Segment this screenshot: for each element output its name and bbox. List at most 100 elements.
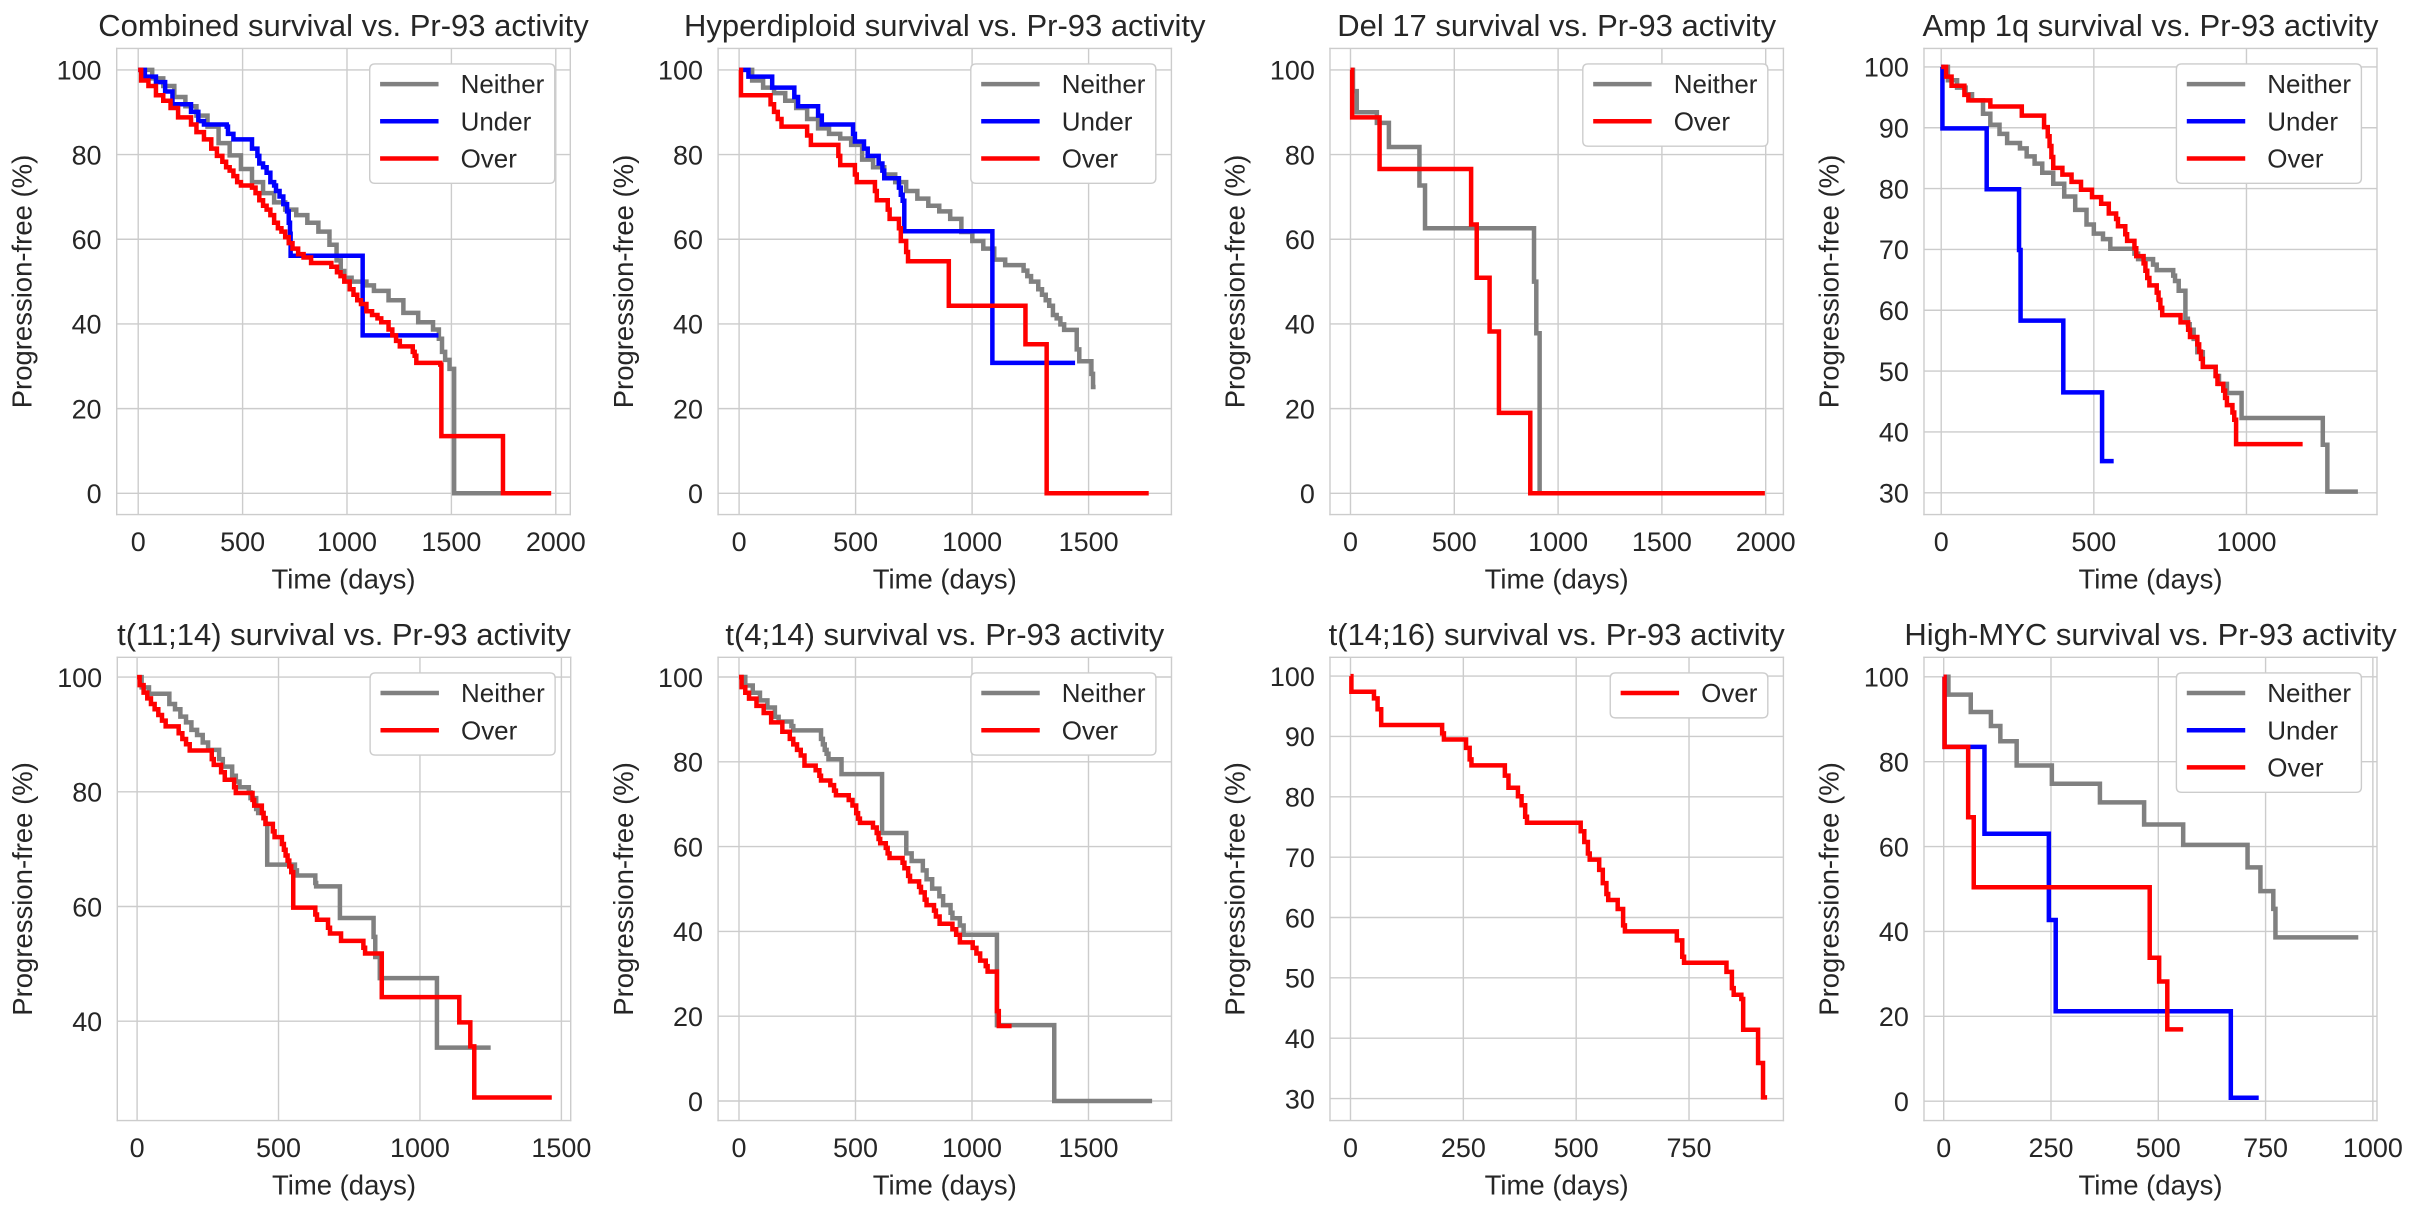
- svg-text:Neither: Neither: [1062, 678, 1146, 708]
- svg-text:Progression-free (%): Progression-free (%): [1814, 762, 1845, 1016]
- svg-text:Time (days): Time (days): [2078, 564, 2222, 595]
- svg-text:30: 30: [1285, 1084, 1315, 1114]
- svg-text:Hyperdiploid survival vs. Pr-9: Hyperdiploid survival vs. Pr-93 activity: [684, 8, 1206, 43]
- svg-text:500: 500: [1432, 527, 1477, 557]
- svg-text:100: 100: [1864, 663, 1909, 693]
- svg-text:500: 500: [833, 1133, 878, 1163]
- svg-text:0: 0: [688, 1087, 703, 1117]
- svg-text:60: 60: [673, 225, 703, 255]
- svg-text:Progression-free (%): Progression-free (%): [608, 762, 639, 1016]
- svg-text:Under: Under: [2267, 715, 2338, 745]
- svg-text:t(14;16) survival vs. Pr-93 ac: t(14;16) survival vs. Pr-93 activity: [1329, 617, 1786, 652]
- svg-text:Neither: Neither: [1062, 69, 1146, 99]
- svg-text:60: 60: [1879, 832, 1909, 862]
- svg-text:1500: 1500: [531, 1133, 591, 1163]
- svg-text:Neither: Neither: [1674, 69, 1758, 99]
- svg-text:40: 40: [1879, 917, 1909, 947]
- svg-text:80: 80: [1285, 140, 1315, 170]
- svg-text:0: 0: [1936, 1133, 1951, 1163]
- svg-text:100: 100: [658, 663, 703, 693]
- svg-text:Progression-free (%): Progression-free (%): [1814, 155, 1845, 409]
- svg-text:Time (days): Time (days): [873, 564, 1017, 595]
- svg-text:0: 0: [732, 527, 747, 557]
- svg-text:Progression-free (%): Progression-free (%): [1220, 155, 1251, 409]
- svg-text:60: 60: [1285, 903, 1315, 933]
- svg-text:0: 0: [131, 527, 146, 557]
- svg-text:0: 0: [130, 1133, 145, 1163]
- svg-text:2000: 2000: [526, 527, 586, 557]
- svg-text:Time (days): Time (days): [1485, 1170, 1629, 1201]
- svg-text:70: 70: [1285, 843, 1315, 873]
- svg-text:40: 40: [673, 917, 703, 947]
- svg-text:Over: Over: [1062, 144, 1119, 174]
- svg-text:Amp 1q survival vs. Pr-93 acti: Amp 1q survival vs. Pr-93 activity: [1922, 8, 2379, 43]
- svg-text:1000: 1000: [317, 527, 377, 557]
- svg-text:Over: Over: [2267, 752, 2324, 782]
- svg-text:0: 0: [1934, 527, 1949, 557]
- svg-text:Time (days): Time (days): [2078, 1170, 2222, 1201]
- svg-text:80: 80: [1879, 174, 1909, 204]
- svg-text:80: 80: [72, 778, 102, 808]
- svg-text:40: 40: [72, 310, 102, 340]
- svg-text:1500: 1500: [1059, 1133, 1119, 1163]
- svg-text:Time (days): Time (days): [272, 1170, 416, 1201]
- svg-text:20: 20: [673, 394, 703, 424]
- svg-text:0: 0: [732, 1133, 747, 1163]
- svg-text:Del 17 survival vs. Pr-93 acti: Del 17 survival vs. Pr-93 activity: [1337, 8, 1776, 43]
- svg-text:Time (days): Time (days): [271, 564, 415, 595]
- svg-text:Progression-free (%): Progression-free (%): [7, 762, 38, 1016]
- svg-text:90: 90: [1879, 114, 1909, 144]
- svg-text:750: 750: [2243, 1133, 2288, 1163]
- svg-text:Progression-free (%): Progression-free (%): [6, 155, 37, 409]
- svg-text:90: 90: [1285, 722, 1315, 752]
- svg-text:80: 80: [72, 140, 102, 170]
- svg-text:20: 20: [1285, 394, 1315, 424]
- svg-text:70: 70: [1879, 235, 1909, 265]
- svg-text:80: 80: [673, 140, 703, 170]
- svg-text:750: 750: [1667, 1133, 1712, 1163]
- svg-text:0: 0: [87, 479, 102, 509]
- svg-text:50: 50: [1879, 357, 1909, 387]
- svg-text:500: 500: [833, 527, 878, 557]
- svg-text:1000: 1000: [942, 527, 1002, 557]
- svg-text:50: 50: [1285, 964, 1315, 994]
- svg-text:1000: 1000: [390, 1133, 450, 1163]
- svg-text:Neither: Neither: [2267, 678, 2351, 708]
- svg-text:80: 80: [673, 748, 703, 778]
- svg-text:500: 500: [2071, 527, 2116, 557]
- svg-text:Over: Over: [1062, 715, 1119, 745]
- svg-text:100: 100: [57, 56, 102, 86]
- svg-text:1000: 1000: [942, 1133, 1002, 1163]
- svg-text:500: 500: [1554, 1133, 1599, 1163]
- svg-text:Neither: Neither: [461, 678, 545, 708]
- svg-text:60: 60: [72, 892, 102, 922]
- svg-text:Neither: Neither: [2267, 69, 2351, 99]
- svg-text:500: 500: [256, 1133, 301, 1163]
- svg-text:80: 80: [1879, 747, 1909, 777]
- svg-text:20: 20: [72, 394, 102, 424]
- svg-text:500: 500: [2136, 1133, 2181, 1163]
- svg-text:60: 60: [673, 832, 703, 862]
- svg-text:Combined survival vs. Pr-93 ac: Combined survival vs. Pr-93 activity: [98, 8, 589, 43]
- svg-text:40: 40: [72, 1007, 102, 1037]
- svg-text:0: 0: [1343, 527, 1358, 557]
- svg-text:Over: Over: [1674, 106, 1731, 136]
- svg-text:20: 20: [1879, 1002, 1909, 1032]
- svg-text:20: 20: [673, 1002, 703, 1032]
- svg-text:Under: Under: [1062, 106, 1133, 136]
- svg-text:100: 100: [1864, 53, 1909, 83]
- svg-text:80: 80: [1285, 783, 1315, 813]
- svg-text:1500: 1500: [1632, 527, 1692, 557]
- svg-text:40: 40: [673, 310, 703, 340]
- svg-text:60: 60: [72, 225, 102, 255]
- svg-text:Progression-free (%): Progression-free (%): [1220, 762, 1251, 1016]
- svg-text:60: 60: [1879, 296, 1909, 326]
- svg-text:Over: Over: [1701, 678, 1758, 708]
- svg-text:1000: 1000: [1528, 527, 1588, 557]
- svg-text:1000: 1000: [2217, 527, 2277, 557]
- svg-text:t(4;14) survival vs. Pr-93 act: t(4;14) survival vs. Pr-93 activity: [725, 617, 1164, 652]
- svg-text:2000: 2000: [1736, 527, 1796, 557]
- svg-text:250: 250: [2029, 1133, 2074, 1163]
- svg-text:40: 40: [1285, 1024, 1315, 1054]
- svg-text:Under: Under: [461, 106, 532, 136]
